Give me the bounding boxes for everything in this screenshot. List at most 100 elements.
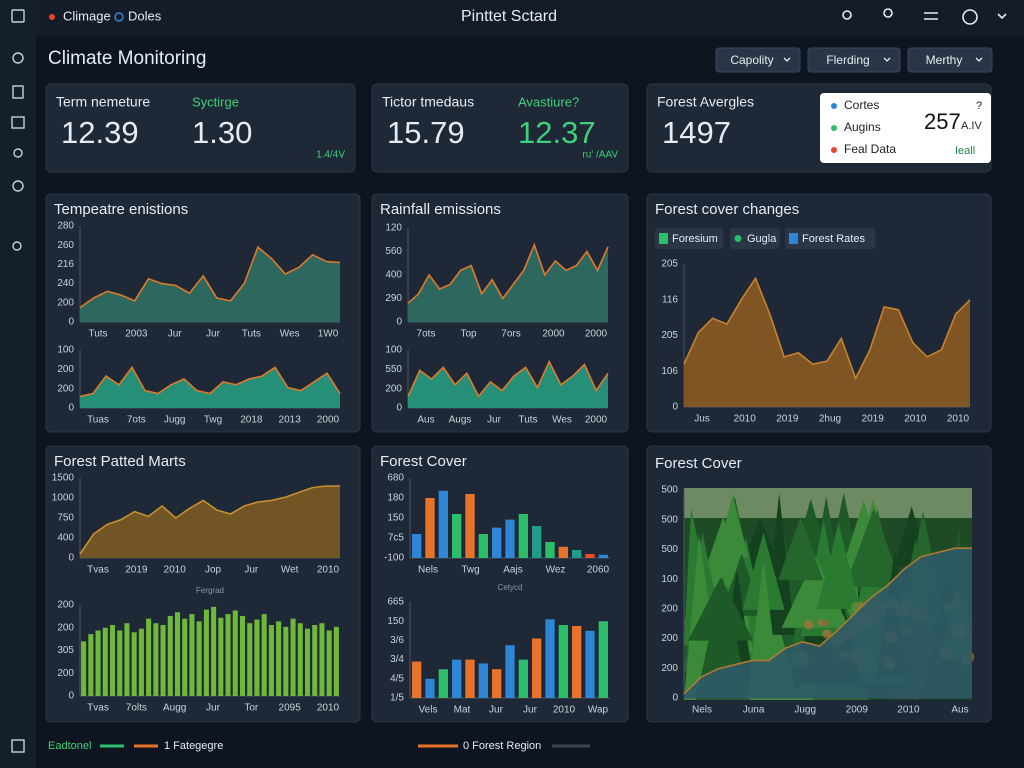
dropdown-label[interactable]: Capolity — [730, 53, 773, 67]
y-tick-label: 200 — [661, 633, 678, 644]
bar — [225, 614, 231, 696]
y-tick-label: 100 — [385, 345, 402, 356]
tab[interactable]: Doles — [128, 8, 162, 23]
dropdown[interactable] — [715, 47, 801, 73]
bar — [254, 619, 260, 696]
kpi-value: 1.30 — [192, 115, 252, 150]
dropdown[interactable] — [807, 47, 901, 73]
bar — [505, 645, 515, 698]
chart-caption: Cetycd — [498, 583, 523, 592]
menu-icon[interactable] — [11, 9, 25, 23]
y-tick-label: 0 — [68, 553, 74, 564]
bar — [160, 625, 166, 696]
doc-icon[interactable] — [12, 85, 24, 99]
bar — [545, 542, 555, 558]
y-tick-label: 500 — [661, 544, 678, 555]
dropdown-label[interactable]: Merthy — [926, 53, 963, 67]
y-tick-label: 7c5 — [388, 533, 405, 544]
legend-label[interactable]: Forest Rates — [802, 233, 865, 245]
x-tick-label: Jur — [489, 705, 504, 716]
bar — [585, 554, 595, 558]
y-tick-label: 290 — [385, 293, 402, 304]
user-icon[interactable] — [13, 148, 23, 158]
x-tick-label: 2003 — [125, 329, 148, 340]
dropdown-label[interactable]: Flerding — [826, 53, 869, 67]
legend-swatch — [734, 235, 742, 242]
kpi-value: 1497 — [662, 115, 731, 150]
x-tick-label: 2010 — [553, 705, 576, 716]
sidebar-icons[interactable] — [11, 9, 25, 753]
bar — [585, 630, 595, 698]
y-tick-label: 560 — [385, 246, 402, 257]
popup-link[interactable]: Ieall — [955, 145, 975, 157]
bar — [478, 534, 488, 558]
area-line — [683, 547, 972, 695]
legend-chip[interactable] — [730, 228, 780, 249]
y-tick-label: 0 — [68, 691, 74, 702]
bar — [532, 638, 542, 698]
swap-icon[interactable] — [924, 12, 938, 20]
x-tick-label: Jur — [487, 415, 502, 426]
bar — [465, 494, 475, 558]
topbar-icons[interactable] — [842, 8, 1007, 25]
x-tick-label: 2095 — [279, 703, 302, 714]
settings-icon[interactable] — [12, 52, 24, 64]
dropdown-chevron — [975, 57, 983, 62]
tree — [817, 523, 861, 609]
x-tick-label: Jus — [694, 414, 710, 425]
bar — [189, 614, 195, 696]
tab[interactable]: Climage — [63, 8, 111, 23]
y-tick-label: 500 — [661, 485, 678, 496]
y-tick-label: 1500 — [52, 473, 75, 484]
x-tick-label: 2000 — [542, 329, 565, 340]
search-icon[interactable] — [12, 241, 22, 251]
y-tick-label: 120 — [385, 223, 402, 234]
bar — [505, 519, 515, 558]
y-tick-label: 305 — [57, 645, 74, 656]
bar — [131, 632, 137, 696]
calendar-icon[interactable] — [11, 116, 25, 129]
grid-icon[interactable] — [11, 739, 25, 753]
y-tick-label: 1/5 — [390, 693, 404, 704]
popup-unit: A.IV — [961, 120, 982, 132]
bar — [333, 626, 339, 696]
legend-chip[interactable] — [785, 228, 875, 249]
popup-value: 257 — [924, 109, 961, 134]
bar — [545, 619, 555, 698]
legend-swatch — [659, 233, 668, 244]
bar — [532, 526, 542, 558]
chevron-icon[interactable] — [997, 13, 1007, 20]
y-tick-label: -100 — [384, 553, 404, 564]
account-icon[interactable] — [962, 9, 978, 25]
legend-chip[interactable] — [655, 228, 723, 249]
bar — [283, 626, 289, 696]
y-tick-label: 0 — [68, 317, 74, 328]
x-tick-label: 2010 — [317, 703, 340, 714]
topbar — [36, 0, 1024, 36]
tree — [716, 494, 749, 557]
bar — [174, 612, 181, 696]
legend-label[interactable]: Foresium — [672, 233, 718, 245]
x-tick-label: 2013 — [279, 415, 302, 426]
clock-icon[interactable] — [12, 180, 24, 192]
x-tick-label: Tor — [244, 703, 259, 714]
bar — [518, 659, 528, 698]
bar — [326, 630, 332, 696]
dropdown[interactable] — [907, 47, 993, 73]
x-tick-label: 2010 — [317, 565, 340, 576]
bar — [312, 625, 318, 696]
bar — [518, 514, 528, 558]
profile-icon[interactable] — [883, 8, 893, 18]
tree — [778, 516, 824, 581]
x-tick-label: Aus — [951, 705, 968, 716]
panel-title: Rainfall emissions — [380, 201, 501, 218]
y-tick-label: 400 — [385, 270, 402, 281]
bar — [452, 514, 462, 558]
bar — [138, 628, 144, 696]
help-icon[interactable] — [842, 10, 852, 20]
bar — [297, 623, 303, 696]
bar — [81, 641, 87, 696]
y-tick-label: 205 — [661, 259, 678, 270]
bar — [465, 659, 475, 698]
legend-label[interactable]: Gugla — [747, 233, 777, 245]
